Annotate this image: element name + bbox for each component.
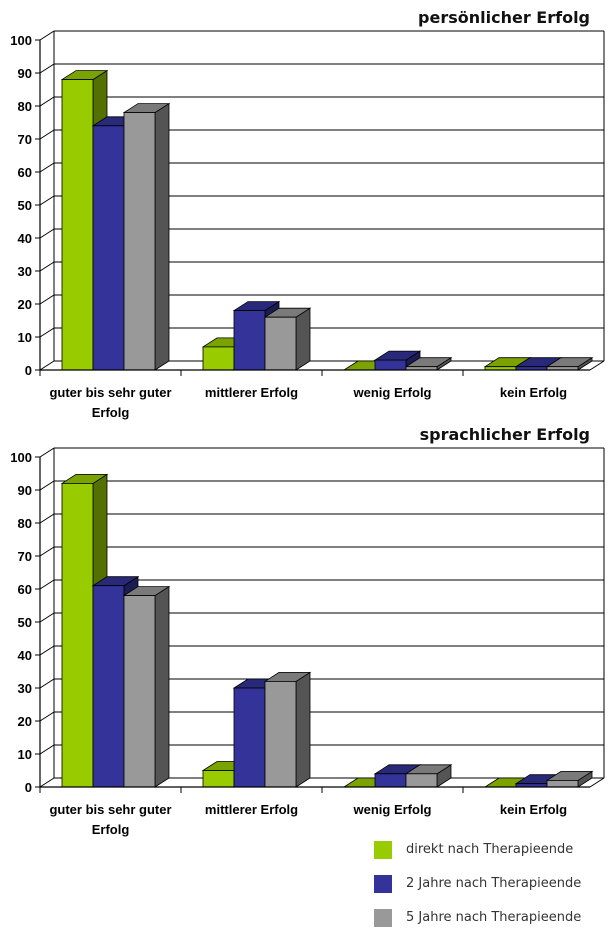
y-tick-label: 30 [18, 681, 32, 696]
grid-diagonal [39, 294, 55, 305]
floor-edge [589, 360, 605, 371]
grid-diagonal [39, 744, 55, 755]
y-tick-label: 50 [18, 198, 32, 213]
x-tick-label: guter bis sehr guter [49, 802, 171, 817]
grid-diagonal [39, 678, 55, 689]
legend-swatch-blue [374, 875, 392, 893]
bar-front [546, 779, 579, 788]
x-tick-label: kein Erfolg [500, 802, 567, 817]
bar-front [61, 79, 94, 371]
y-tick-label: 50 [18, 615, 32, 630]
x-tick-label: wenig Erfolg [353, 385, 432, 400]
bar-front [202, 770, 235, 788]
grid-diagonal [39, 96, 55, 107]
bar-front [264, 680, 297, 788]
bar-0-1-2 [263, 307, 312, 371]
grid-diagonal [39, 579, 55, 590]
y-tick-label: 20 [18, 297, 32, 312]
grid-diagonal [39, 30, 55, 41]
y-tick-label: 20 [18, 714, 32, 729]
bar-front [61, 483, 94, 788]
bar-1-1-2 [263, 671, 312, 788]
grid-diagonal [39, 261, 55, 272]
y-tick-label: 40 [18, 231, 32, 246]
bar-front [405, 773, 438, 788]
grid-diagonal [39, 447, 55, 458]
grid-diagonal [39, 195, 55, 206]
grid-diagonal [39, 645, 55, 656]
y-tick-label: 100 [10, 450, 32, 465]
bar-side [154, 102, 170, 371]
floor-edge [589, 777, 605, 788]
legend-swatch-green [374, 841, 392, 859]
grid-diagonal [39, 228, 55, 239]
bar-chart-sprachlich: 0 10 20 30 40 50 60 70 80 90 100 guter bis sehr gut… [10, 447, 605, 837]
grid-diagonal [39, 777, 55, 788]
grid-diagonal [39, 129, 55, 140]
bar-chart-persoenlich: 0 10 20 30 40 50 60 70 80 90 100 guter bis sehr gut… [10, 30, 605, 420]
y-tick-label: 80 [18, 99, 32, 114]
bar-0-3-2 [545, 356, 594, 371]
y-tick-label: 40 [18, 648, 32, 663]
bar-front [123, 595, 156, 788]
bar-side [154, 585, 170, 788]
grid-diagonal [39, 711, 55, 722]
y-tick-label: 80 [18, 516, 32, 531]
grid-diagonal [39, 327, 55, 338]
grid-diagonal [39, 162, 55, 173]
y-tick-label: 0 [25, 363, 32, 378]
bar-front [264, 316, 297, 371]
x-tick-label: kein Erfolg [500, 385, 567, 400]
bar-front [123, 112, 156, 371]
bar-1-3-2 [545, 770, 594, 788]
bar-front [233, 687, 266, 788]
grid-diagonal [39, 546, 55, 557]
bar-0-0-2 [122, 102, 171, 371]
bar-side [295, 307, 311, 371]
legend-label: 5 Jahre nach Therapieende [406, 910, 582, 925]
legend-label: direkt nach Therapieende [406, 842, 574, 857]
y-tick-label: 10 [18, 747, 32, 762]
y-tick-label: 90 [18, 483, 32, 498]
bar-front [202, 346, 235, 371]
x-tick-label: mittlerer Erfolg [205, 385, 298, 400]
grid-diagonal [39, 612, 55, 623]
bar-front [92, 585, 125, 788]
chart-title-sprachlich: sprachlicher Erfolg [419, 425, 590, 444]
x-tick-label: guter bis sehr guter [49, 385, 171, 400]
y-tick-label: 0 [25, 780, 32, 795]
bar-1-2-2 [404, 764, 453, 788]
y-tick-label: 90 [18, 66, 32, 81]
grid-diagonal [39, 513, 55, 524]
y-tick-label: 70 [18, 132, 32, 147]
y-tick-label: 60 [18, 582, 32, 597]
bar-front [233, 310, 266, 371]
x-tick-label: mittlerer Erfolg [205, 802, 298, 817]
bar-front [374, 773, 407, 788]
grid-diagonal [39, 480, 55, 491]
grid-diagonal [39, 360, 55, 371]
x-tick-label: Erfolg [92, 822, 130, 837]
y-tick-label: 100 [10, 33, 32, 48]
y-tick-label: 30 [18, 264, 32, 279]
x-tick-label: Erfolg [92, 405, 130, 420]
y-tick-label: 10 [18, 330, 32, 345]
bar-front [374, 359, 407, 371]
legend-swatch-gray [374, 909, 392, 927]
bar-side [295, 671, 311, 788]
legend-label: 2 Jahre nach Therapieende [406, 876, 582, 891]
bar-front [92, 125, 125, 371]
grid-diagonal [39, 63, 55, 74]
x-tick-label: wenig Erfolg [353, 802, 432, 817]
y-tick-label: 60 [18, 165, 32, 180]
chart-title-persoenlich: persönlicher Erfolg [418, 8, 590, 27]
bar-1-0-2 [122, 585, 171, 788]
y-tick-label: 70 [18, 549, 32, 564]
bar-0-2-2 [404, 356, 453, 371]
